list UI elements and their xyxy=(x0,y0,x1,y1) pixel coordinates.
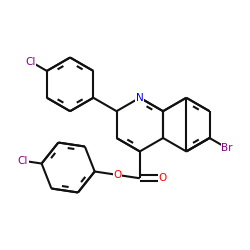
Text: Cl: Cl xyxy=(18,156,28,166)
Text: Cl: Cl xyxy=(26,56,36,66)
Text: O: O xyxy=(113,170,122,180)
Text: O: O xyxy=(158,173,167,183)
Text: Br: Br xyxy=(221,143,233,153)
Text: N: N xyxy=(136,93,144,103)
